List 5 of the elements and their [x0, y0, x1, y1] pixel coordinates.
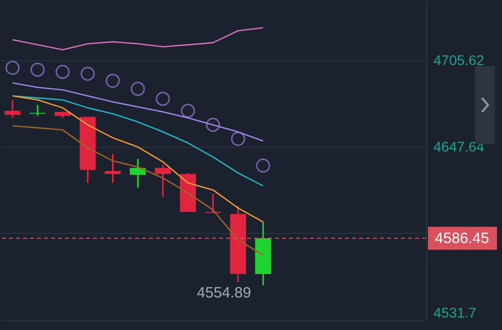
annotation: 4554.89: [196, 284, 252, 302]
ref-line-label: 4586.45: [434, 230, 490, 248]
y-tick-label: 4647.64: [434, 138, 484, 154]
y-tick-label: 4531.7: [434, 304, 477, 320]
y-tick-label: 4705.62: [434, 52, 484, 68]
